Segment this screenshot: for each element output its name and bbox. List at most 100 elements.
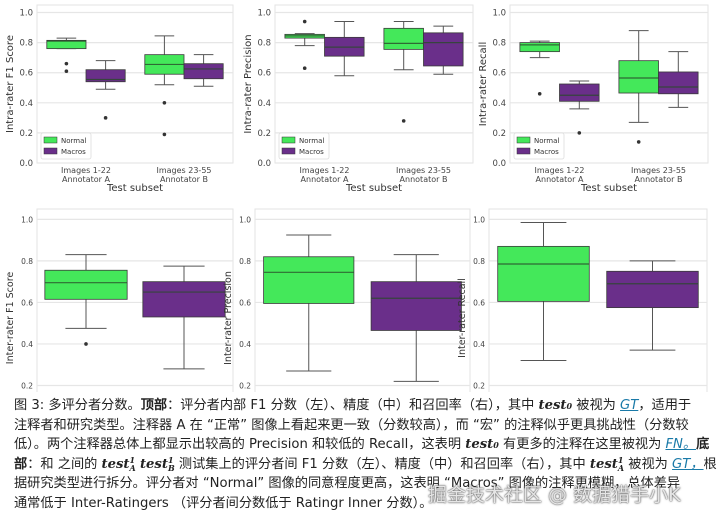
caption-text: 根: [703, 456, 717, 472]
chart-panel-1: 0.0 0.2 0.4 0.6 0.8 1.0 Intra-rater F1 Score Im…: [5, 4, 234, 194]
y-tick-label: 1.0: [492, 9, 506, 19]
legend-label-macros: Macros: [299, 148, 324, 156]
legend-swatch-normal: [516, 136, 531, 144]
box-iqr: [423, 32, 464, 67]
y-tick-label: 1.0: [239, 215, 251, 224]
outlier-point: [636, 140, 641, 144]
y-tick-label: 0.0: [492, 159, 506, 169]
outlier-point: [162, 132, 167, 137]
y-tick-label: 0.2: [239, 381, 251, 390]
box-macros: [183, 54, 224, 87]
subscript: A: [617, 463, 625, 474]
y-tick-label: 0.4: [239, 340, 251, 349]
caption-math: test 0: [465, 437, 499, 453]
box-iqr: [44, 269, 128, 300]
caption-text: 底: [696, 437, 710, 453]
superscript: 1: [167, 455, 174, 466]
legend-label-macros: Macros: [534, 148, 559, 156]
x-tick-label: Annotator A: [536, 175, 584, 184]
y-axis-label: Intra-rater F1 Score: [5, 35, 16, 133]
y-axis-label: Inter-rater Precision: [223, 271, 234, 365]
legend-label-normal: Normal: [61, 137, 86, 145]
y-tick-label: 0.2: [19, 129, 33, 139]
caption-text: 部: [14, 456, 28, 472]
x-axis-label: Test subset: [345, 183, 402, 194]
x-tick-label: Images 23-55: [396, 166, 451, 175]
superscript: 0: [566, 400, 573, 411]
caption-link[interactable]: GT: [620, 398, 639, 413]
box-normal: [44, 254, 128, 346]
legend: Normal Macros: [513, 132, 565, 160]
legend: Normal Macros: [40, 132, 92, 160]
y-tick-label: 0.8: [21, 257, 33, 266]
box-iqr: [85, 69, 126, 83]
caption-math: test 0: [538, 398, 573, 413]
caption-line: 注释者和研究类型。注释器 A 在 “正常” 图像上看起来更一致（分数较高），而 …: [14, 416, 714, 436]
outlier-point: [103, 116, 108, 120]
y-tick-label: 0.4: [19, 99, 33, 109]
y-tick-label: 1.0: [473, 215, 485, 224]
superscript: 1: [617, 455, 624, 466]
box-iqr: [519, 42, 560, 53]
box-macros: [370, 254, 462, 382]
legend-swatch-macros: [281, 147, 296, 155]
caption-link[interactable]: GT，: [672, 456, 704, 472]
box-iqr: [142, 281, 226, 318]
legend-label-normal: Normal: [299, 137, 324, 145]
box-iqr: [606, 270, 699, 309]
chart-panel-2: 0.0 0.2 0.4 0.6 0.8 1.0 Intra-rater Precision I…: [243, 4, 474, 194]
caption-text: 被视为: [624, 456, 673, 472]
legend-swatch-normal: [43, 136, 58, 144]
caption-text: ：和 之间的: [27, 456, 102, 472]
outlier-point: [302, 19, 307, 24]
caption-line: 据研究类型进行拆分。评分者对 “Normal” 图像的同意程度更高，这表明 “M…: [14, 474, 714, 494]
caption-math: test 1 B: [139, 455, 175, 474]
caption-text: 被视为: [572, 398, 621, 413]
y-tick-label: 0.0: [19, 159, 33, 169]
caption-math: test 1 A: [101, 455, 136, 474]
box-iqr: [559, 83, 600, 102]
caption-text: 据研究类型进行拆分。评分者对 “Normal” 图像的同意程度更高，这表明 “M…: [14, 476, 681, 492]
outlier-point: [577, 131, 582, 135]
caption-link[interactable]: FN。: [665, 437, 697, 453]
caption-text: 有更多的注释在这里被视为: [498, 437, 666, 453]
caption-text: 注释者和研究类型。注释器 A 在 “正常” 图像上看起来更一致（分数较高），而 …: [14, 417, 689, 433]
x-axis-label: Test subset: [106, 183, 163, 194]
caption-text: ，适用于: [638, 398, 692, 413]
y-axis-label: Inter-rater Recall: [457, 278, 468, 358]
y-tick-label: 0.6: [257, 69, 271, 79]
y-tick-label: 0.4: [21, 340, 33, 349]
y-tick-label: 0.0: [257, 159, 271, 169]
y-tick-label: 0.4: [492, 99, 506, 109]
y-tick-label: 0.6: [19, 69, 33, 79]
outlier-point: [537, 91, 542, 96]
legend-label-macros: Macros: [61, 148, 86, 156]
legend-swatch-macros: [516, 147, 531, 155]
x-tick-label: Annotator A: [62, 175, 110, 184]
y-tick-label: 0.4: [473, 340, 485, 349]
box-iqr: [497, 245, 590, 302]
outlier-point: [64, 69, 69, 74]
figure: 0.0 0.2 0.4 0.6 0.8 1.0 Intra-rater F1 Score Im…: [5, 4, 709, 392]
box-normal: [618, 30, 659, 144]
caption-text: ：评分者内部 F1 分数（左）、精度（中）和召回率（右），其中: [167, 398, 539, 413]
outlier-point: [162, 101, 167, 105]
box-iqr: [383, 27, 424, 50]
x-tick-label: Images 23-55: [156, 166, 211, 175]
x-tick-label: Annotator B: [160, 175, 208, 184]
y-tick-label: 0.6: [473, 298, 485, 307]
subscript: A: [129, 463, 136, 474]
legend-label-normal: Normal: [534, 137, 559, 145]
box-iqr: [263, 256, 355, 304]
y-tick-label: 0.8: [257, 39, 271, 49]
y-tick-label: 0.8: [492, 39, 506, 49]
caption-text: 测试集上的评分者间 F1 分数（左）、精度（中）和召回率（右），其中: [174, 456, 590, 472]
y-tick-label: 0.2: [492, 129, 506, 139]
x-tick-label: Images 1-22: [300, 166, 350, 175]
box-macros: [606, 260, 699, 351]
outlier-point: [64, 61, 69, 66]
y-tick-label: 0.8: [19, 39, 33, 49]
outlier-point: [401, 119, 406, 123]
